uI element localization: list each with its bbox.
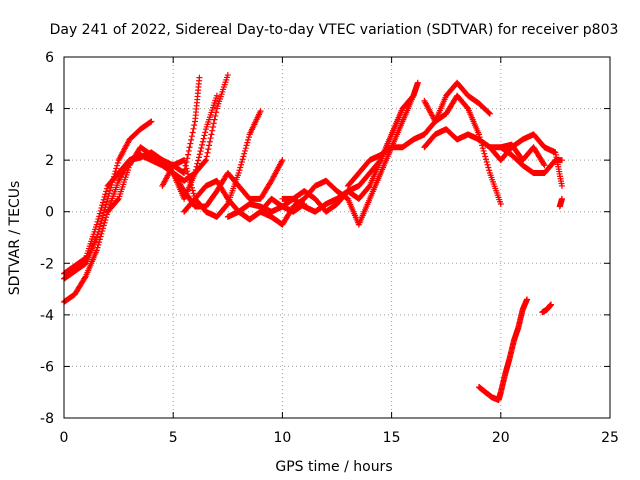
point-markers: [539, 301, 555, 316]
y-tick-label: -4: [40, 308, 54, 324]
chart-title: Day 241 of 2022, Sidereal Day-to-day VTE…: [50, 22, 619, 38]
x-tick-label: 10: [273, 430, 291, 446]
y-tick-label: 0: [45, 205, 54, 221]
series-prn-k: [344, 131, 428, 189]
point-markers: [344, 131, 428, 189]
point-markers: [421, 92, 504, 207]
x-tick-label: 0: [60, 430, 69, 446]
point-markers: [257, 92, 417, 228]
x-axis-label: GPS time / hours: [275, 459, 392, 475]
y-tick-label: 2: [45, 153, 54, 169]
y-tick-label: -8: [40, 411, 54, 427]
series-prn-l: [421, 92, 504, 207]
point-markers: [475, 296, 531, 403]
point-markers: [104, 92, 220, 215]
y-tick-label: 6: [45, 50, 54, 66]
x-tick-label: 25: [601, 430, 619, 446]
series-prn-i: [257, 92, 417, 228]
series-prn-s: [539, 301, 555, 316]
point-markers: [279, 79, 421, 215]
y-tick-label: -6: [40, 359, 54, 375]
series-prn-p: [497, 144, 565, 177]
x-tick-label: 5: [169, 430, 178, 446]
series-prn-c: [61, 72, 231, 277]
plot-frame: [63, 56, 611, 419]
point-markers: [497, 144, 565, 177]
point-markers: [421, 79, 493, 138]
series-prn-j: [279, 79, 421, 215]
series-prn-q: [556, 195, 565, 210]
series-prn-r: [475, 296, 531, 403]
x-tick-label: 20: [492, 430, 510, 446]
point-markers: [61, 72, 231, 277]
point-markers: [170, 157, 286, 210]
y-axis-ticks: -8 -6 -4 -2 0 2 4 6: [40, 50, 610, 427]
point-markers: [61, 118, 155, 282]
y-axis-label: SDTVAR / TECUs: [7, 181, 23, 296]
x-axis-ticks: 0 5 10 15 20 25: [60, 57, 619, 446]
y-tick-label: 4: [45, 102, 54, 118]
x-tick-label: 15: [383, 430, 401, 446]
series-prn-b: [61, 118, 155, 282]
point-markers: [556, 195, 565, 210]
series-prn-d: [104, 92, 220, 215]
series-prn-f: [170, 157, 286, 210]
data-points: [61, 72, 565, 403]
y-tick-label: -2: [40, 256, 54, 272]
grid-lines: [64, 57, 610, 418]
series-prn-m: [421, 79, 493, 138]
